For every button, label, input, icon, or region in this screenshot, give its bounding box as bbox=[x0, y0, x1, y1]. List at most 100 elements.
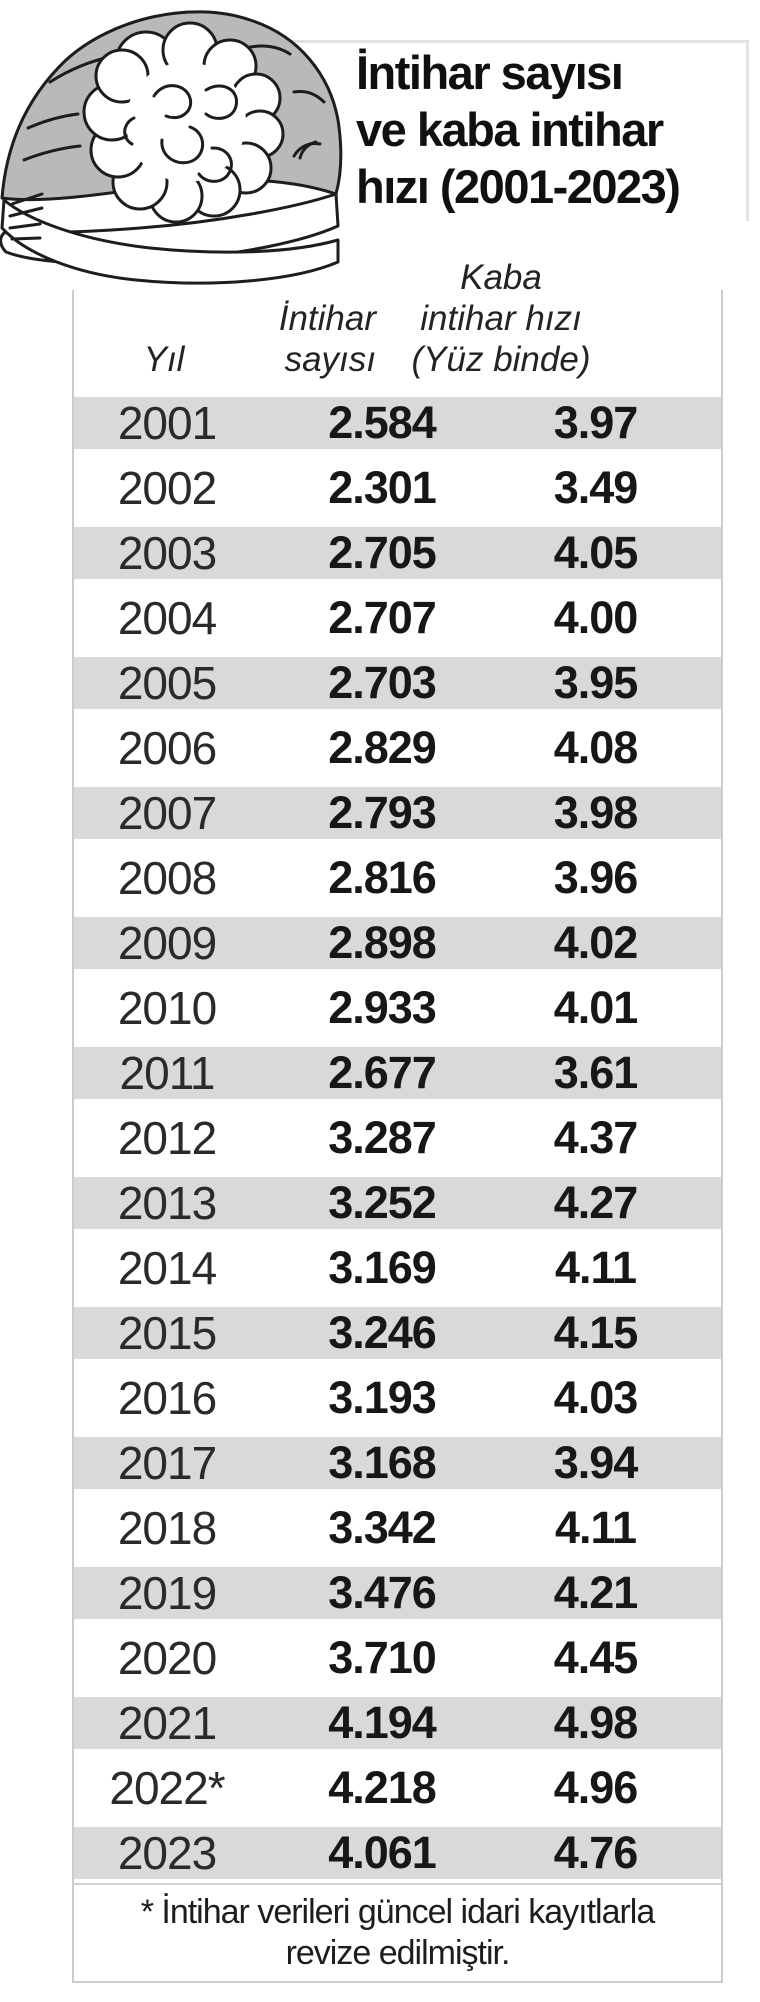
header-count-line1: İntihar bbox=[278, 299, 376, 338]
year-cell: 2006 bbox=[117, 721, 217, 774]
table-row: 2017 3.168 3.94 bbox=[74, 1430, 721, 1495]
rate-cell: 3.61 bbox=[553, 1046, 639, 1098]
table-row: 2006 2.829 4.08 bbox=[74, 715, 721, 780]
year-cell: 2015 bbox=[117, 1306, 217, 1359]
header-rate-line3: (Yüz binde) bbox=[411, 340, 591, 379]
table-row: 2011 2.677 3.61 bbox=[74, 1040, 721, 1105]
table-row: 2013 3.252 4.27 bbox=[74, 1170, 721, 1235]
table-row: 2007 2.793 3.98 bbox=[74, 780, 721, 845]
year-cell: 2014 bbox=[117, 1241, 217, 1294]
rate-cell: 3.49 bbox=[553, 461, 639, 513]
table-header: Yıl İntihar sayısı Kaba intihar hızı (Yü… bbox=[74, 258, 721, 390]
year-cell: 2005 bbox=[117, 656, 217, 709]
count-cell: 4.218 bbox=[328, 1761, 437, 1813]
year-cell: 2020 bbox=[117, 1631, 217, 1684]
year-cell: 2003 bbox=[117, 526, 217, 579]
year-cell: 2019 bbox=[117, 1566, 217, 1619]
rate-cell: 4.11 bbox=[554, 1501, 637, 1553]
rate-cell: 4.05 bbox=[553, 526, 639, 578]
count-cell: 2.677 bbox=[328, 1046, 437, 1098]
rate-cell: 4.21 bbox=[553, 1566, 639, 1618]
rate-cell: 4.45 bbox=[553, 1631, 639, 1683]
count-cell: 3.476 bbox=[328, 1566, 437, 1618]
year-cell: 2010 bbox=[117, 981, 217, 1034]
year-cell: 2022* bbox=[109, 1761, 225, 1814]
header-count: İntihar sayısı bbox=[214, 298, 376, 380]
rate-cell: 4.11 bbox=[554, 1241, 637, 1293]
page-title: İntihar sayısı ve kaba intihar hızı (200… bbox=[356, 44, 756, 215]
count-cell: 3.246 bbox=[328, 1306, 437, 1358]
count-cell: 3.710 bbox=[328, 1631, 437, 1683]
year-cell: 2016 bbox=[117, 1371, 217, 1424]
rate-cell: 3.94 bbox=[553, 1436, 639, 1488]
year-cell: 2013 bbox=[117, 1176, 217, 1229]
year-cell: 2017 bbox=[117, 1436, 217, 1489]
table-row: 2016 3.193 4.03 bbox=[74, 1365, 721, 1430]
count-cell: 2.705 bbox=[328, 526, 437, 578]
count-cell: 3.168 bbox=[328, 1436, 437, 1488]
rate-cell: 4.01 bbox=[553, 981, 639, 1033]
table-footnote: * İntihar verileri güncel idari kayıtlar… bbox=[74, 1883, 721, 1981]
table-row: 2014 3.169 4.11 bbox=[74, 1235, 721, 1300]
rate-cell: 4.27 bbox=[553, 1176, 639, 1228]
year-cell: 2001 bbox=[117, 396, 217, 449]
statistics-table: Yıl İntihar sayısı Kaba intihar hızı (Yü… bbox=[72, 258, 723, 1983]
header-rate-line2: intihar hızı bbox=[420, 299, 582, 338]
count-cell: 2.933 bbox=[328, 981, 437, 1033]
title-line-1: İntihar sayısı bbox=[356, 46, 624, 99]
rate-cell: 3.96 bbox=[553, 851, 639, 903]
rate-cell: 4.76 bbox=[553, 1826, 639, 1878]
year-cell: 2009 bbox=[117, 916, 217, 969]
title-panel bbox=[288, 40, 749, 221]
depressed-person-brain-illustration bbox=[0, 10, 343, 285]
count-cell: 3.169 bbox=[328, 1241, 437, 1293]
count-cell: 2.584 bbox=[328, 396, 437, 448]
table-row: 2023 4.061 4.76 bbox=[74, 1820, 721, 1885]
footnote-line2: revize edilmiştir. bbox=[285, 1934, 511, 1972]
count-cell: 2.829 bbox=[328, 721, 437, 773]
rate-cell: 4.15 bbox=[553, 1306, 639, 1358]
rate-cell: 3.97 bbox=[553, 396, 639, 448]
rate-cell: 4.96 bbox=[553, 1761, 639, 1813]
year-cell: 2018 bbox=[117, 1501, 217, 1554]
table-row: 2004 2.707 4.00 bbox=[74, 585, 721, 650]
count-cell: 3.193 bbox=[328, 1371, 437, 1423]
table-row: 2021 4.194 4.98 bbox=[74, 1690, 721, 1755]
table-rows: 2001 2.584 3.97 2002 2.301 3.49 2003 2.7… bbox=[74, 390, 721, 1885]
count-cell: 3.287 bbox=[328, 1111, 437, 1163]
table-row: 2010 2.933 4.01 bbox=[74, 975, 721, 1040]
year-cell: 2011 bbox=[119, 1046, 216, 1099]
year-cell: 2004 bbox=[117, 591, 217, 644]
year-cell: 2021 bbox=[117, 1696, 217, 1749]
rate-cell: 4.02 bbox=[553, 916, 639, 968]
table-row: 2015 3.246 4.15 bbox=[74, 1300, 721, 1365]
table-row: 2012 3.287 4.37 bbox=[74, 1105, 721, 1170]
rate-cell: 4.00 bbox=[553, 591, 639, 643]
count-cell: 4.061 bbox=[328, 1826, 437, 1878]
count-cell: 3.342 bbox=[328, 1501, 437, 1553]
table-row: 2002 2.301 3.49 bbox=[74, 455, 721, 520]
count-cell: 2.793 bbox=[328, 786, 437, 838]
header-rate: Kaba intihar hızı (Yüz binde) bbox=[356, 257, 646, 380]
rate-cell: 4.08 bbox=[553, 721, 639, 773]
table-row: 2001 2.584 3.97 bbox=[74, 390, 721, 455]
table-row: 2022* 4.218 4.96 bbox=[74, 1755, 721, 1820]
count-cell: 2.703 bbox=[328, 656, 437, 708]
rate-cell: 3.95 bbox=[553, 656, 639, 708]
rate-cell: 4.03 bbox=[553, 1371, 639, 1423]
year-cell: 2012 bbox=[117, 1111, 217, 1164]
header-rate-line1: Kaba bbox=[460, 258, 542, 297]
count-cell: 2.301 bbox=[328, 461, 437, 513]
table-row: 2019 3.476 4.21 bbox=[74, 1560, 721, 1625]
count-cell: 4.194 bbox=[328, 1696, 437, 1748]
header-year: Yıl bbox=[143, 340, 185, 379]
table-row: 2018 3.342 4.11 bbox=[74, 1495, 721, 1560]
header-count-line2: sayısı bbox=[284, 340, 376, 379]
year-cell: 2007 bbox=[117, 786, 217, 839]
rate-cell: 4.37 bbox=[553, 1111, 639, 1163]
rate-cell: 4.98 bbox=[553, 1696, 639, 1748]
footnote-line1: * İntihar verileri güncel idari kayıtlar… bbox=[140, 1893, 656, 1931]
table-row: 2009 2.898 4.02 bbox=[74, 910, 721, 975]
year-cell: 2002 bbox=[117, 461, 217, 514]
